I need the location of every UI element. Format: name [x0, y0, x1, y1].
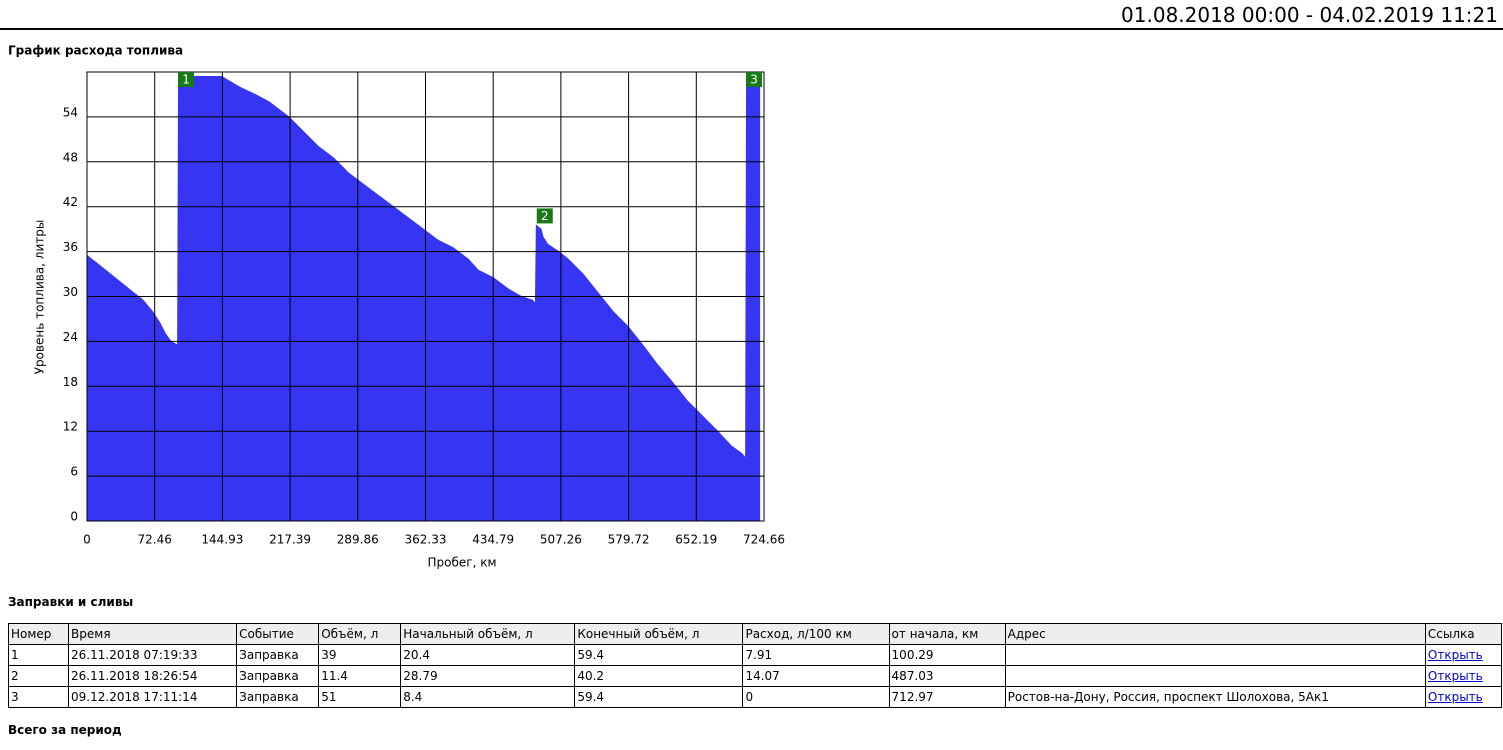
- y-tick-label: 24: [63, 330, 78, 344]
- open-link[interactable]: Открыть: [1427, 648, 1483, 662]
- cell: 487.03: [888, 665, 1006, 687]
- cell: 712.97: [888, 686, 1006, 708]
- summary-title: Всего за период: [8, 723, 122, 737]
- x-tick-label: 72.46: [138, 533, 172, 547]
- y-tick-label: 18: [63, 375, 78, 389]
- column-header: от начала, км: [888, 623, 1006, 645]
- event-marker: [746, 72, 763, 87]
- fuel-area: [86, 75, 761, 522]
- event-marker-label: 3: [750, 73, 758, 87]
- cell: Заправка: [236, 686, 320, 708]
- cell: 100.29: [888, 644, 1006, 666]
- x-tick-label: 289.86: [337, 533, 379, 547]
- chart: График расхода топлива Пробег, км Уровен…: [8, 44, 785, 570]
- x-tick-label: 362.33: [405, 533, 447, 547]
- cell: 51: [318, 686, 402, 708]
- y-tick-label: 48: [63, 150, 78, 164]
- header-rule: [0, 28, 1503, 30]
- y-axis-label: Уровень топлива, литры: [33, 220, 47, 375]
- cell: 40.2: [574, 665, 744, 687]
- column-header: Номер: [7, 623, 70, 645]
- cell: 1: [7, 644, 70, 666]
- cell: Открыть: [1424, 644, 1503, 666]
- x-tick-label: 217.39: [269, 533, 311, 547]
- x-tick-label: 724.66: [743, 533, 785, 547]
- column-header: Начальный объём, л: [400, 623, 576, 645]
- column-header: Расход, л/100 км: [742, 623, 890, 645]
- table-row: 2 26.11.2018 18:26:54 Заправка 11.4 28.79 40.…: [7, 665, 1503, 687]
- header-row: Номер Время Событие Объём, л Начальный объём…: [7, 623, 1503, 645]
- table-row: 1 26.11.2018 07:19:33 Заправка 39 20.4 59.4 7.…: [7, 644, 1503, 666]
- open-link[interactable]: Открыть: [1427, 669, 1483, 683]
- open-link[interactable]: Открыть: [1427, 690, 1483, 704]
- cell: 39: [318, 644, 402, 666]
- cell: 11.4: [318, 665, 402, 687]
- cell: 20.4: [400, 644, 576, 666]
- cell: 26.11.2018 18:26:54: [68, 665, 238, 687]
- event-marker: [178, 72, 195, 87]
- y-tick-label: 36: [63, 240, 78, 254]
- cell: 2: [7, 665, 70, 687]
- column-header: Адрес: [1004, 623, 1426, 645]
- cell: 59.4: [574, 644, 744, 666]
- events-table: Номер Время Событие Объём, л Начальный объём…: [7, 623, 1503, 708]
- x-tick-label: 652.19: [675, 533, 717, 547]
- column-header: Время: [68, 623, 238, 645]
- y-tick-label: 30: [63, 285, 78, 299]
- column-header: Объём, л: [318, 623, 402, 645]
- table-row: 3 09.12.2018 17:11:14 Заправка 51 8.4 59.4 0 71…: [7, 686, 1503, 708]
- x-tick-label: 0: [83, 533, 91, 547]
- cell: Открыть: [1424, 665, 1503, 687]
- cell: 14.07: [742, 665, 890, 687]
- cell: Заправка: [236, 644, 320, 666]
- cell: Заправка: [236, 665, 320, 687]
- period: 01.08.2018 00:00 - 04.02.2019 11:21: [1121, 3, 1498, 27]
- x-tick-label: 507.26: [540, 533, 582, 547]
- cell: 8.4: [400, 686, 576, 708]
- event-marker-label: 2: [541, 209, 549, 223]
- chart-title: График расхода топлива: [8, 44, 183, 58]
- column-header: Конечный объём, л: [574, 623, 744, 645]
- cell: 28.79: [400, 665, 576, 687]
- cell: 26.11.2018 07:19:33: [68, 644, 238, 666]
- x-axis-label: Пробег, км: [428, 556, 497, 570]
- y-tick-label: 0: [70, 510, 78, 524]
- x-tick-label: 144.93: [201, 533, 243, 547]
- cell: Открыть: [1424, 686, 1503, 708]
- cell: [1004, 665, 1426, 687]
- column-header: Событие: [236, 623, 320, 645]
- cell: 59.4: [574, 686, 744, 708]
- y-tick-label: 12: [63, 420, 78, 434]
- events-title: Заправки и сливы: [8, 595, 134, 609]
- cell: 09.12.2018 17:11:14: [68, 686, 238, 708]
- y-tick-label: 42: [63, 195, 78, 209]
- event-marker-label: 1: [182, 73, 190, 87]
- cell: 0: [742, 686, 890, 708]
- y-tick-label: 6: [70, 465, 78, 479]
- y-tick-label: 54: [63, 105, 78, 119]
- x-tick-label: 434.79: [472, 533, 514, 547]
- cell: Ростов-на-Дону, Россия, проспект Шолохов…: [1004, 686, 1426, 708]
- cell: [1004, 644, 1426, 666]
- plot-border: [86, 71, 765, 522]
- event-marker: [536, 208, 553, 224]
- x-tick-label: 579.72: [608, 533, 650, 547]
- cell: 3: [7, 686, 70, 708]
- cell: 7.91: [742, 644, 890, 666]
- column-header: Ссылка: [1424, 623, 1503, 645]
